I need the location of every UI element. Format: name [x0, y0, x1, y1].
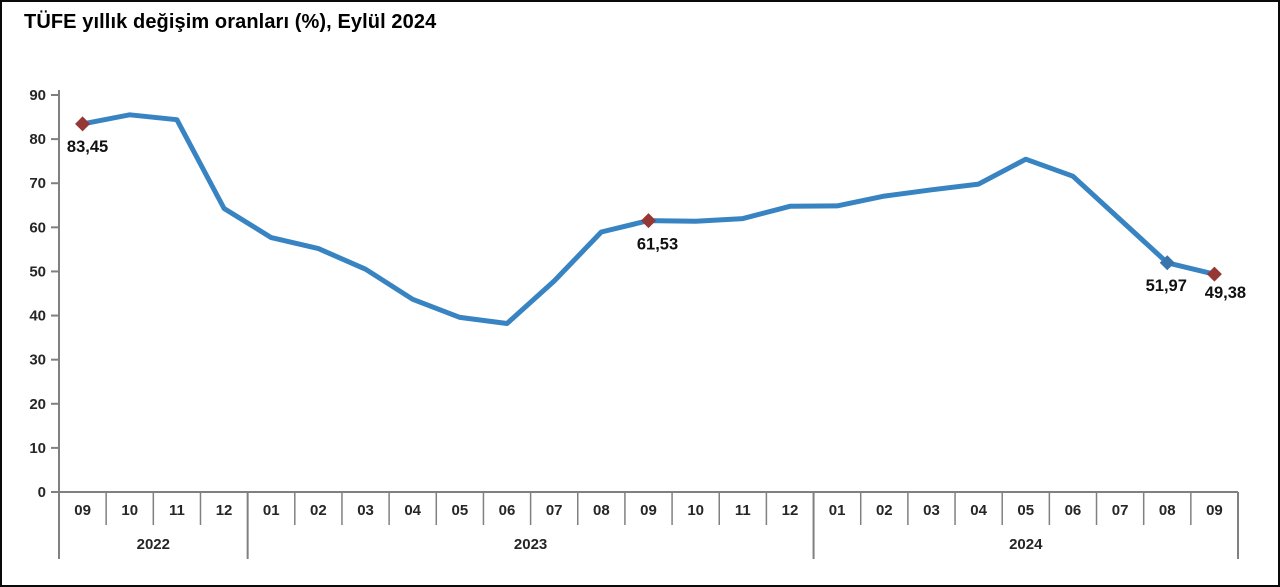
month-label: 07 [546, 502, 563, 519]
y-axis-label: 10 [29, 440, 46, 457]
month-label: 09 [1206, 502, 1223, 519]
month-label: 05 [452, 502, 469, 519]
month-label: 02 [310, 502, 327, 519]
month-label: 10 [687, 502, 704, 519]
year-label: 2023 [514, 536, 547, 553]
month-label: 04 [970, 502, 987, 519]
marker-diamond-red [1206, 266, 1222, 282]
year-label: 2024 [1009, 536, 1043, 553]
chart-title: TÜFE yıllık değişim oranları (%), Eylül … [24, 11, 437, 33]
month-label: 06 [499, 502, 516, 519]
data-point-label: 83,45 [67, 138, 108, 156]
marker-diamond-red [641, 213, 656, 229]
y-axis-label: 30 [29, 352, 46, 369]
month-label: 12 [216, 502, 233, 519]
month-label: 01 [829, 502, 846, 519]
y-axis-label: 90 [29, 87, 46, 104]
month-label: 07 [1112, 502, 1129, 519]
month-label: 11 [735, 502, 751, 519]
year-label: 2022 [137, 536, 170, 553]
y-axis-label: 70 [29, 175, 46, 192]
month-label: 03 [923, 502, 940, 519]
data-point-label: 49,38 [1205, 284, 1246, 302]
month-label: 11 [169, 502, 185, 519]
month-label: 08 [593, 502, 610, 519]
month-label: 10 [121, 502, 138, 519]
y-axis-label: 20 [29, 396, 46, 413]
data-point-label: 61,53 [637, 236, 678, 254]
y-axis-label: 40 [29, 308, 46, 325]
y-axis-label: 0 [38, 484, 46, 501]
data-point-label: 51,97 [1146, 277, 1187, 295]
y-axis-label: 60 [29, 219, 46, 236]
month-label: 03 [357, 502, 374, 519]
marker-diamond-red [75, 116, 91, 132]
month-label: 09 [640, 502, 657, 519]
month-label: 08 [1159, 502, 1176, 519]
month-label: 02 [876, 502, 893, 519]
month-label: 12 [782, 502, 799, 519]
month-label: 05 [1017, 502, 1034, 519]
month-label: 04 [404, 502, 421, 519]
marker-diamond-blue [1159, 255, 1175, 271]
y-axis-label: 50 [29, 263, 46, 280]
month-label: 01 [263, 502, 280, 519]
month-label: 09 [74, 502, 91, 519]
month-label: 06 [1065, 502, 1082, 519]
y-axis-label: 80 [29, 131, 46, 148]
